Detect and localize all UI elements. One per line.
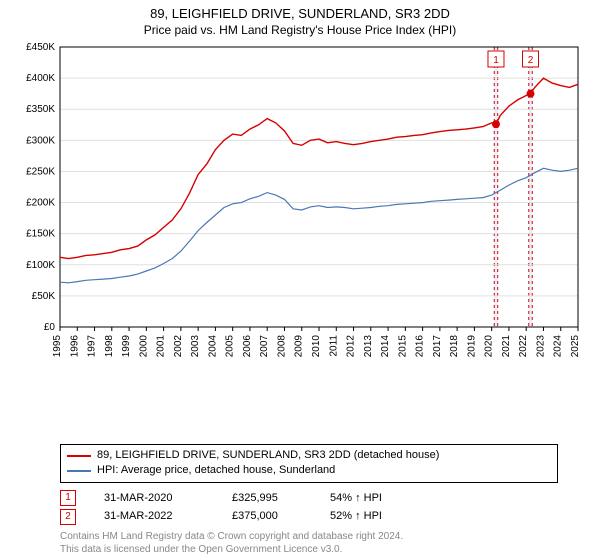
- svg-text:£350K: £350K: [26, 104, 55, 115]
- svg-text:2024: 2024: [553, 335, 564, 358]
- svg-text:2009: 2009: [294, 335, 305, 358]
- svg-text:2011: 2011: [328, 335, 339, 357]
- svg-text:2022: 2022: [518, 335, 529, 358]
- svg-text:2015: 2015: [397, 335, 408, 358]
- marker-price: £375,000: [232, 507, 302, 526]
- svg-text:£400K: £400K: [26, 73, 55, 84]
- svg-text:2012: 2012: [346, 335, 357, 358]
- marker-date: 31-MAR-2020: [104, 489, 204, 508]
- svg-text:1998: 1998: [104, 335, 115, 358]
- svg-text:£50K: £50K: [32, 291, 56, 302]
- legend-swatch: [67, 470, 91, 472]
- chart-title: 89, LEIGHFIELD DRIVE, SUNDERLAND, SR3 2D…: [12, 6, 588, 21]
- svg-text:2014: 2014: [380, 335, 391, 358]
- marker-date: 31-MAR-2022: [104, 507, 204, 526]
- svg-text:£250K: £250K: [26, 166, 55, 177]
- svg-text:£300K: £300K: [26, 135, 55, 146]
- legend-label: 89, LEIGHFIELD DRIVE, SUNDERLAND, SR3 2D…: [97, 448, 439, 463]
- svg-text:1996: 1996: [69, 335, 80, 358]
- svg-text:2016: 2016: [415, 335, 426, 358]
- svg-text:£200K: £200K: [26, 198, 55, 209]
- svg-text:2019: 2019: [466, 335, 477, 358]
- svg-text:£100K: £100K: [26, 260, 55, 271]
- marker-price: £325,995: [232, 489, 302, 508]
- chart-area: £0 £50K £100K £150K £200K £250K £300K £350K £400…: [12, 41, 588, 440]
- svg-text:2021: 2021: [501, 335, 512, 358]
- svg-text:2025: 2025: [570, 335, 581, 358]
- copyright: Contains HM Land Registry data © Crown c…: [60, 530, 558, 556]
- svg-text:2001: 2001: [156, 335, 167, 358]
- copyright-line: Contains HM Land Registry data © Crown c…: [60, 530, 558, 543]
- marker-row: 1 31-MAR-2020 £325,995 54% ↑ HPI: [60, 489, 558, 508]
- legend-row: 89, LEIGHFIELD DRIVE, SUNDERLAND, SR3 2D…: [67, 448, 551, 463]
- svg-text:2018: 2018: [449, 335, 460, 358]
- legend-row: HPI: Average price, detached house, Sund…: [67, 463, 551, 478]
- svg-text:£150K: £150K: [26, 229, 55, 240]
- legend-box: 89, LEIGHFIELD DRIVE, SUNDERLAND, SR3 2D…: [60, 444, 558, 483]
- marker-comparison: 52% ↑ HPI: [330, 507, 382, 526]
- line-chart: £0 £50K £100K £150K £200K £250K £300K £350K £400…: [12, 41, 588, 369]
- marker-comparison: 54% ↑ HPI: [330, 489, 382, 508]
- svg-text:2006: 2006: [242, 335, 253, 358]
- svg-text:2010: 2010: [311, 335, 322, 358]
- svg-text:2007: 2007: [259, 335, 270, 358]
- svg-text:1997: 1997: [87, 335, 98, 358]
- svg-text:2023: 2023: [535, 335, 546, 358]
- svg-text:£450K: £450K: [26, 42, 55, 53]
- marker-table: 1 31-MAR-2020 £325,995 54% ↑ HPI 2 31-MA…: [60, 489, 558, 526]
- title-block: 89, LEIGHFIELD DRIVE, SUNDERLAND, SR3 2D…: [12, 6, 588, 37]
- svg-text:£0: £0: [44, 322, 56, 333]
- svg-text:2002: 2002: [173, 335, 184, 358]
- svg-text:2005: 2005: [225, 335, 236, 358]
- svg-text:2020: 2020: [484, 335, 495, 358]
- legend-label: HPI: Average price, detached house, Sund…: [97, 463, 335, 478]
- marker-row: 2 31-MAR-2022 £375,000 52% ↑ HPI: [60, 507, 558, 526]
- copyright-line: This data is licensed under the Open Gov…: [60, 543, 558, 556]
- chart-subtitle: Price paid vs. HM Land Registry's House …: [12, 23, 588, 37]
- svg-text:2000: 2000: [138, 335, 149, 358]
- marker-chip: 1: [60, 490, 76, 506]
- svg-text:2003: 2003: [190, 335, 201, 358]
- legend-swatch: [67, 455, 91, 457]
- svg-text:2: 2: [528, 55, 534, 66]
- svg-text:1999: 1999: [121, 335, 132, 358]
- svg-text:2013: 2013: [363, 335, 374, 358]
- svg-text:2004: 2004: [207, 335, 218, 358]
- svg-text:2008: 2008: [276, 335, 287, 358]
- svg-text:1995: 1995: [52, 335, 63, 358]
- svg-text:2017: 2017: [432, 335, 443, 358]
- svg-text:1: 1: [493, 55, 499, 66]
- marker-chip: 2: [60, 509, 76, 525]
